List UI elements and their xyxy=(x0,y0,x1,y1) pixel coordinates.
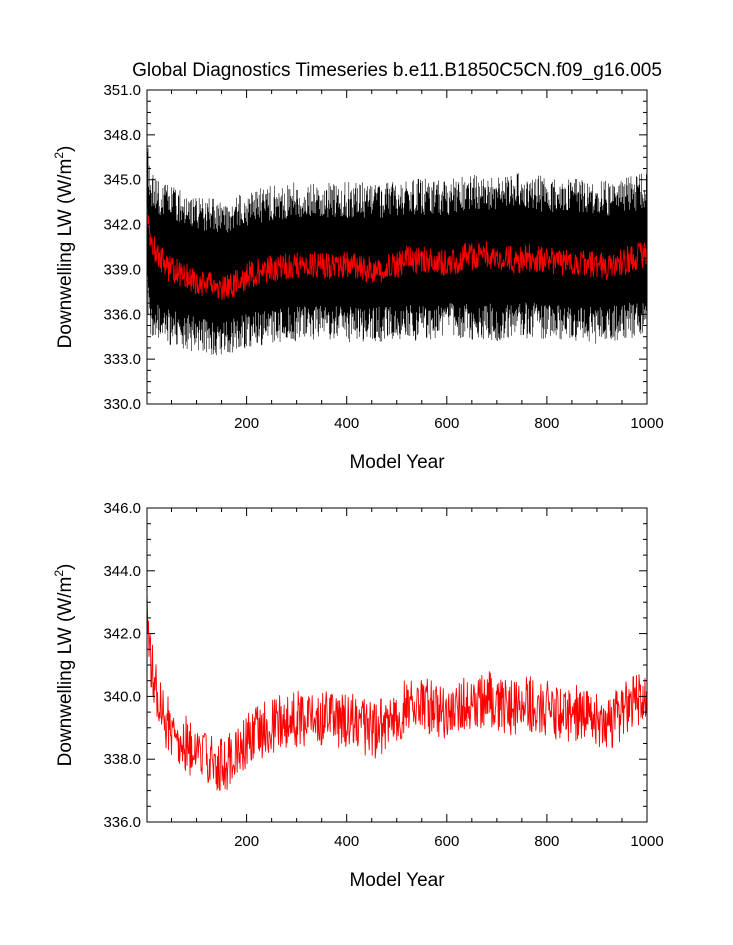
x-tick-label: 800 xyxy=(534,833,559,850)
x-tick-label: 1000 xyxy=(630,833,663,850)
y-tick-label: 348.0 xyxy=(103,127,141,144)
x-tick-label: 1000 xyxy=(630,415,663,432)
y-tick-label: 345.0 xyxy=(103,172,141,189)
plot-area xyxy=(147,147,647,356)
x-tick-label: 600 xyxy=(434,415,459,432)
y-tick-label: 338.0 xyxy=(103,751,141,768)
x-axis: 200 400 600 800 1000 xyxy=(171,508,664,850)
y-tick-label: 336.0 xyxy=(103,306,141,323)
y-tick-label: 351.0 xyxy=(103,82,141,99)
y-tick-label: 344.0 xyxy=(103,563,141,580)
bottom-panel: 200 400 600 800 1000 336.0 338.0 340.0 342.0 344.… xyxy=(52,500,664,891)
chart-title: Global Diagnostics Timeseries b.e11.B185… xyxy=(132,60,662,81)
annual-mean-line xyxy=(147,592,647,791)
x-tick-label: 400 xyxy=(334,833,359,850)
plot-area xyxy=(147,592,647,791)
y-tick-label: 336.0 xyxy=(103,814,141,831)
annual-mean-line xyxy=(147,205,647,301)
x-axis: 200 400 600 800 1000 xyxy=(171,90,664,432)
x-tick-label: 800 xyxy=(534,415,559,432)
y-tick-label: 342.0 xyxy=(103,217,141,234)
y-tick-label: 330.0 xyxy=(103,396,141,413)
top-panel: 200 400 600 800 1000 330.0 333.0 336.0 339.0 342.… xyxy=(52,82,664,473)
y-tick-label: 340.0 xyxy=(103,688,141,705)
y-axis-label: Downwelling LW (W/m2) xyxy=(52,564,76,767)
x-axis-label: Model Year xyxy=(349,452,445,473)
y-axis-label: Downwelling LW (W/m2) xyxy=(52,146,76,349)
y-tick-label: 333.0 xyxy=(103,351,141,368)
y-axis: 330.0 333.0 336.0 339.0 342.0 345.0 348.0 351.0 xyxy=(103,82,647,413)
y-axis: 336.0 338.0 340.0 342.0 344.0 346.0 xyxy=(103,500,647,831)
x-tick-label: 400 xyxy=(334,415,359,432)
y-tick-label: 346.0 xyxy=(103,500,141,517)
x-tick-label: 200 xyxy=(234,833,259,850)
x-tick-label: 200 xyxy=(234,415,259,432)
y-tick-label: 342.0 xyxy=(103,626,141,643)
y-tick-label: 339.0 xyxy=(103,261,141,278)
x-axis-label: Model Year xyxy=(349,870,445,891)
x-tick-label: 600 xyxy=(434,833,459,850)
monthly-series-line xyxy=(147,147,647,356)
